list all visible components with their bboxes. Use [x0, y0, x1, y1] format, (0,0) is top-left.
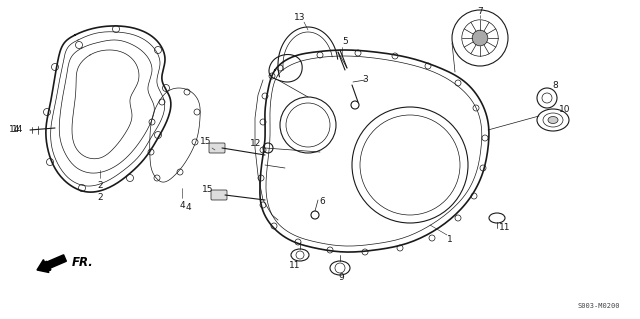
Text: 11: 11: [499, 224, 511, 233]
Text: 13: 13: [294, 13, 306, 23]
Text: FR.: FR.: [72, 256, 93, 269]
Text: 11: 11: [289, 261, 301, 270]
FancyBboxPatch shape: [211, 190, 227, 200]
Text: 1: 1: [447, 235, 453, 244]
Text: 8: 8: [552, 80, 558, 90]
Text: 15: 15: [200, 137, 212, 146]
Circle shape: [472, 30, 488, 46]
Text: 4: 4: [185, 204, 191, 212]
FancyBboxPatch shape: [209, 143, 225, 153]
Text: 4: 4: [179, 201, 185, 210]
Text: 10: 10: [559, 106, 571, 115]
Text: S003-M0200: S003-M0200: [577, 303, 620, 309]
Text: 7: 7: [477, 8, 483, 17]
Text: 6: 6: [319, 197, 325, 206]
FancyArrow shape: [37, 255, 67, 272]
Text: 14: 14: [10, 125, 20, 135]
Text: 2: 2: [97, 194, 103, 203]
Text: 9: 9: [338, 273, 344, 283]
Text: 15: 15: [202, 186, 214, 195]
Text: 3: 3: [362, 76, 368, 85]
Text: 14: 14: [12, 125, 24, 135]
Text: 5: 5: [342, 38, 348, 47]
Ellipse shape: [548, 116, 558, 123]
Text: 12: 12: [250, 138, 262, 147]
Text: 2: 2: [97, 181, 103, 189]
